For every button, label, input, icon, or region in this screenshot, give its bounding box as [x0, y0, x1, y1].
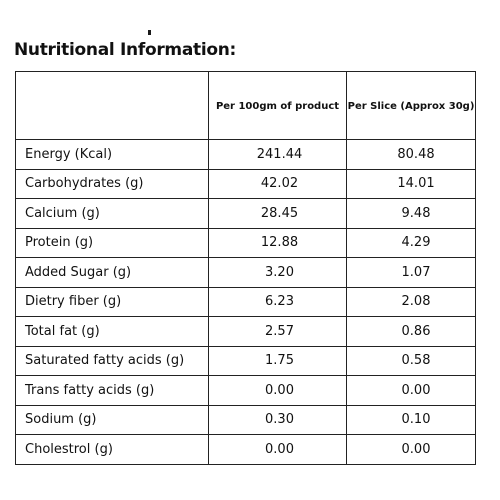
table-row: Carbohydrates (g) 42.02 14.01: [15, 168, 476, 199]
page-title: Nutritional Information:: [14, 40, 237, 60]
nutrient-name: Energy (Kcal): [15, 139, 209, 170]
value-per-slice: 9.48: [346, 198, 476, 229]
nutrient-name: Cholestrol (g): [15, 434, 209, 465]
table-row: Saturated fatty acids (g) 1.75 0.58: [15, 345, 476, 376]
value-per-100g: 42.02: [208, 168, 347, 199]
value-per-100g: 3.20: [208, 257, 347, 288]
table-row: Sodium (g) 0.30 0.10: [15, 404, 476, 435]
value-per-slice: 2.08: [346, 286, 476, 317]
table-row: Total fat (g) 2.57 0.86: [15, 316, 476, 347]
value-per-slice: 0.58: [346, 345, 476, 376]
value-per-100g: 0.00: [208, 375, 347, 406]
nutrition-table: Per 100gm of product Per Slice (Approx 3…: [15, 71, 476, 465]
table-row: Added Sugar (g) 3.20 1.07: [15, 257, 476, 288]
value-per-slice: 1.07: [346, 257, 476, 288]
value-per-slice: 0.00: [346, 434, 476, 465]
nutrient-name: Sodium (g): [15, 404, 209, 435]
value-per-slice: 80.48: [346, 139, 476, 170]
value-per-100g: 6.23: [208, 286, 347, 317]
value-per-100g: 1.75: [208, 345, 347, 376]
value-per-100g: 12.88: [208, 227, 347, 258]
value-per-100g: 0.30: [208, 404, 347, 435]
value-per-slice: 0.00: [346, 375, 476, 406]
header-nutrient: [15, 71, 209, 140]
value-per-slice: 0.86: [346, 316, 476, 347]
value-per-100g: 241.44: [208, 139, 347, 170]
nutrient-name: Added Sugar (g): [15, 257, 209, 288]
nutrient-name: Dietry fiber (g): [15, 286, 209, 317]
table-row: Trans fatty acids (g) 0.00 0.00: [15, 375, 476, 406]
value-per-slice: 4.29: [346, 227, 476, 258]
nutrient-name: Total fat (g): [15, 316, 209, 347]
value-per-slice: 14.01: [346, 168, 476, 199]
table-row: Calcium (g) 28.45 9.48: [15, 198, 476, 229]
table-row: Cholestrol (g) 0.00 0.00: [15, 434, 476, 465]
value-per-slice: 0.10: [346, 404, 476, 435]
table-header-row: Per 100gm of product Per Slice (Approx 3…: [15, 71, 476, 140]
header-per-100g: Per 100gm of product: [208, 71, 347, 140]
value-per-100g: 2.57: [208, 316, 347, 347]
nutrient-name: Trans fatty acids (g): [15, 375, 209, 406]
table-row: Protein (g) 12.88 4.29: [15, 227, 476, 258]
header-per-slice: Per Slice (Approx 30g): [346, 71, 476, 140]
value-per-100g: 28.45: [208, 198, 347, 229]
nutrient-name: Saturated fatty acids (g): [15, 345, 209, 376]
nutrient-name: Calcium (g): [15, 198, 209, 229]
nutrient-name: Carbohydrates (g): [15, 168, 209, 199]
nutrient-name: Protein (g): [15, 227, 209, 258]
value-per-100g: 0.00: [208, 434, 347, 465]
table-row: Dietry fiber (g) 6.23 2.08: [15, 286, 476, 317]
table-row: Energy (Kcal) 241.44 80.48: [15, 139, 476, 170]
clipped-text-fragment: [148, 30, 151, 35]
